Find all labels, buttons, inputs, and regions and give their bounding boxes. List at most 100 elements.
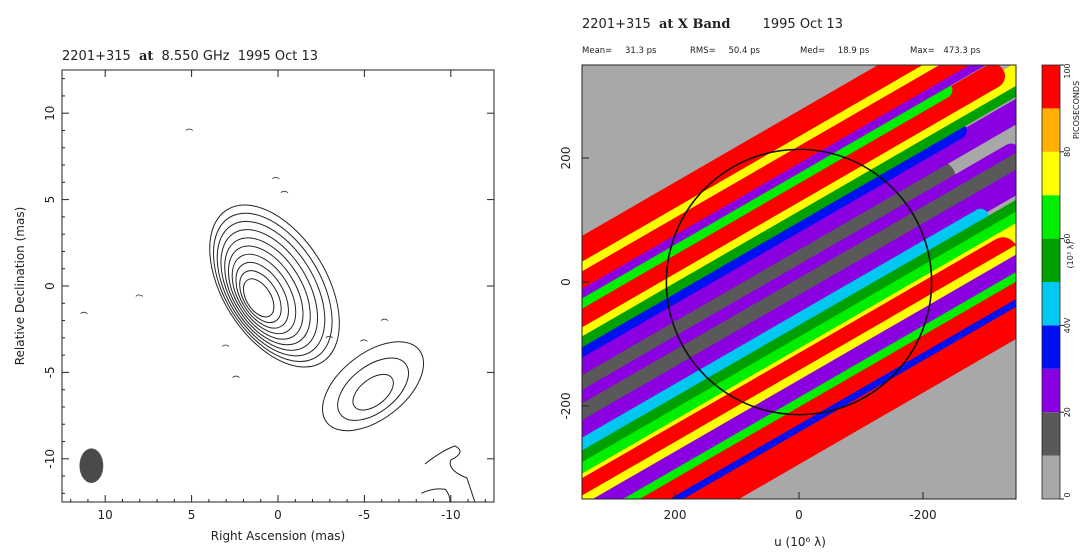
right-x-tick-label: 200 <box>664 508 687 522</box>
stat-max-value: 473.3 ps <box>943 46 980 56</box>
right-axis-ticks: 200 0 -200 200 0 -200 <box>559 147 937 522</box>
right-title-source: 2201+315 <box>582 17 651 32</box>
colorbar-swatch <box>1042 455 1060 499</box>
heatmap-band <box>582 65 1016 397</box>
right-title: 2201+315 at X Band 1995 Oct 13 <box>582 17 843 32</box>
colorbar-side-label: PICOSECONDS <box>1072 81 1081 139</box>
heatmap-band <box>582 65 938 310</box>
right-x-tick-label: -200 <box>909 508 936 522</box>
colorbar-swatch <box>1042 195 1060 239</box>
heatmap-band <box>592 272 1016 499</box>
core-contour <box>216 220 326 357</box>
colorbar-swatch <box>1042 238 1060 282</box>
stat-rms-value: 50.4 ps <box>728 46 760 56</box>
left-x-tick-label: 5 <box>188 508 196 522</box>
left-x-tick-label: 0 <box>274 508 282 522</box>
left-y-tick-label: 0 <box>43 282 57 290</box>
noise-contour <box>325 335 334 339</box>
colorbar-swatch <box>1042 325 1060 369</box>
heatmap-band <box>582 143 1016 442</box>
left-title-freq: 8.550 GHz <box>162 49 230 64</box>
left-x-axis-label: Right Ascension (mas) <box>211 529 345 543</box>
core-contour <box>227 245 304 340</box>
colorbar-swatch <box>1042 65 1060 109</box>
heatmap-band <box>582 121 1016 453</box>
heatmap-band <box>616 225 1016 499</box>
colorbar-frame <box>1041 64 1061 500</box>
stat-med: Med= 18.9 ps <box>800 46 870 56</box>
left-plot-area <box>79 128 476 502</box>
right-title-band: at X Band <box>659 17 731 32</box>
stat-max: Max= 473.3 ps <box>910 46 981 56</box>
left-plot-frame <box>61 69 495 503</box>
noise-contour <box>80 311 88 314</box>
heatmap-band <box>582 161 956 438</box>
right-y-tick-label: 0 <box>559 278 573 286</box>
noise-contour <box>271 176 280 180</box>
left-y-axis-label: Relative Declination (mas) <box>13 207 27 366</box>
stat-mean-label: Mean= <box>582 46 612 56</box>
stat-med-label: Med= <box>800 46 825 56</box>
heatmap-band <box>582 65 1016 327</box>
colorbar-tick-label: 0 <box>1063 492 1072 497</box>
jet-component-contour <box>322 341 425 432</box>
right-x-tick-label: 0 <box>795 508 803 522</box>
noise-contour <box>380 318 389 321</box>
core-contour <box>212 212 333 362</box>
noise-contour <box>135 294 143 297</box>
noise-contour <box>185 128 194 131</box>
left-title: 2201+315 at 8.550 GHz 1995 Oct 13 <box>62 49 318 64</box>
colorbar: 0 20 40V 60 80 100 (10³ λ) PICOSECONDS <box>1041 63 1081 500</box>
stat-rms: RMS= 50.4 ps <box>690 46 760 56</box>
core-contour <box>224 237 311 346</box>
beam-ellipse <box>79 448 104 483</box>
stat-med-value: 18.9 ps <box>838 46 870 56</box>
colorbar-swatch <box>1042 282 1060 326</box>
core-contour <box>231 253 297 335</box>
edge-contour <box>421 445 476 502</box>
colorbar-tick-label: 80 <box>1063 147 1072 157</box>
contour-map-panel: 2201+315 at 8.550 GHz 1995 Oct 13 10 5 0 -5… <box>13 49 495 543</box>
left-title-date: 1995 Oct 13 <box>238 49 318 64</box>
left-title-at: at <box>139 49 153 64</box>
heatmap-band <box>585 189 1016 499</box>
colorbar-tick-label: 100 <box>1063 63 1072 78</box>
stats-line: Mean= 31.3 ps RMS= 50.4 ps Med= 18.9 ps … <box>582 46 981 56</box>
stat-max-label: Max= <box>910 46 935 56</box>
right-y-tick-label: 200 <box>559 147 573 170</box>
heatmap-band <box>582 100 1016 462</box>
colorbar-tick-label: 60 <box>1063 234 1072 244</box>
left-y-tick-label: 10 <box>43 106 57 121</box>
jet-component-contour <box>337 357 409 421</box>
colorbar-swatch <box>1042 108 1060 152</box>
heatmap-band <box>582 65 1005 427</box>
heatmap-band <box>582 160 1016 489</box>
core-contour <box>242 278 275 318</box>
left-y-tick-label: -10 <box>43 449 57 469</box>
uv-coverage-circle <box>665 148 933 416</box>
right-y-tick-label: -200 <box>559 392 573 419</box>
colorbar-swatch <box>1042 151 1060 196</box>
colorbar-tick-label: 40V <box>1063 317 1072 333</box>
noise-contour <box>232 375 240 378</box>
jet-component-contour <box>352 373 394 411</box>
uv-heatmap-panel: 2201+315 at X Band 1995 Oct 13 Mean= 31.… <box>559 17 1081 549</box>
left-x-tick-label: -10 <box>441 508 461 522</box>
colorbar-swatch <box>1042 368 1060 413</box>
noise-contour <box>360 339 368 342</box>
left-y-tick-label: 5 <box>43 196 57 204</box>
contour-lines <box>80 128 476 502</box>
colorbar-swatches <box>1042 65 1060 499</box>
core-contour <box>209 204 340 368</box>
left-x-tick-label: -5 <box>358 508 370 522</box>
colorbar-ticks: 0 20 40V 60 80 100 <box>1060 63 1072 500</box>
right-x-axis-label: u (10⁶ λ) <box>774 535 826 549</box>
core-contour <box>235 261 289 329</box>
stat-mean-value: 31.3 ps <box>625 46 657 56</box>
heatmap-band <box>582 184 1016 484</box>
left-y-tick-label: -5 <box>43 366 57 378</box>
right-title-date: 1995 Oct 13 <box>763 17 843 32</box>
noise-contour <box>280 190 289 194</box>
left-x-tick-label: 10 <box>98 508 113 522</box>
